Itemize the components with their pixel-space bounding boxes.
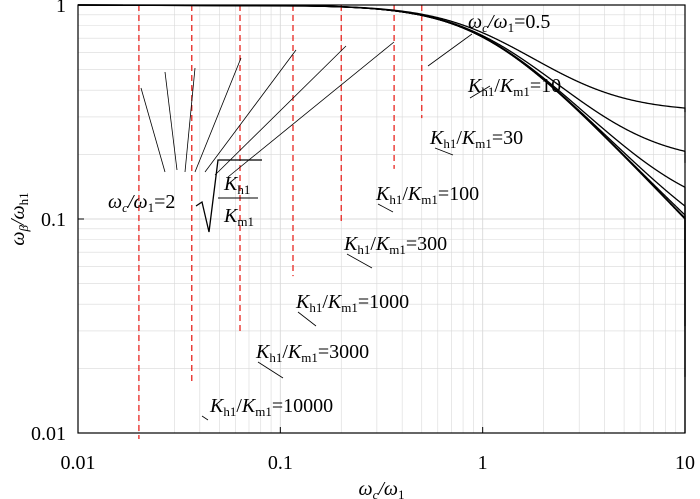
series-leader-10 xyxy=(469,85,491,99)
series-leader-3000 xyxy=(257,361,284,379)
y-tick-label: 0.01 xyxy=(31,423,66,445)
series-label-30: Kh1/Km1=30 xyxy=(429,127,523,151)
annotation-half-leader xyxy=(427,33,473,67)
formula-leader-line xyxy=(204,49,297,173)
formula-numerator: Kh1 xyxy=(223,173,250,197)
x-axis-title: ωc/ω1 xyxy=(358,478,404,499)
x-tick-label: 0.1 xyxy=(268,452,293,474)
formula-leader-line xyxy=(164,71,178,171)
formula-leader-line xyxy=(214,45,347,176)
annotation-formula: ωc/ω1=2 xyxy=(108,191,175,215)
axes xyxy=(77,4,686,434)
series-label-100: Kh1/Km1=100 xyxy=(375,183,479,207)
labels: 0.01 0.1 1 10 0.01 0.1 1 ωc/ω1 ωβ/ωh1 Kh1/Km1=10 K… xyxy=(7,0,695,499)
series-leader-300 xyxy=(346,253,373,269)
y-axis-title: ωβ/ωh1 xyxy=(7,192,31,245)
curve-10 xyxy=(77,4,686,113)
series-leader-1000 xyxy=(297,311,317,327)
dashed-markers xyxy=(138,5,423,439)
formula-leader-line xyxy=(184,67,196,173)
series-label-300: Kh1/Km1=300 xyxy=(343,233,447,257)
x-tick-label: 10 xyxy=(675,452,695,474)
curve-30 xyxy=(77,4,686,163)
x-tick-label: 1 xyxy=(478,452,488,474)
formula-leader-line xyxy=(227,41,395,178)
formula-denominator: Km1 xyxy=(223,205,254,229)
formula-leader-line xyxy=(140,87,166,173)
series-leader-30 xyxy=(434,147,454,156)
series-leader-10000 xyxy=(201,415,209,421)
annotation-half: ωc/ω1=0.5 xyxy=(468,11,550,35)
series-label-1000: Kh1/Km1=1000 xyxy=(295,291,409,315)
y-tick-label: 1 xyxy=(56,0,66,17)
grid xyxy=(78,5,685,433)
x-tick-label: 0.01 xyxy=(61,452,96,474)
series-label-10000: Kh1/Km1=10000 xyxy=(209,395,333,419)
formula-sqrt-sign xyxy=(195,159,262,233)
y-tick-label: 0.1 xyxy=(41,209,66,231)
formula-leader-line xyxy=(194,57,242,173)
series-label-10: Kh1/Km1=10 xyxy=(467,75,561,99)
series-leader-100 xyxy=(377,203,394,213)
series-label-3000: Kh1/Km1=3000 xyxy=(255,341,369,365)
